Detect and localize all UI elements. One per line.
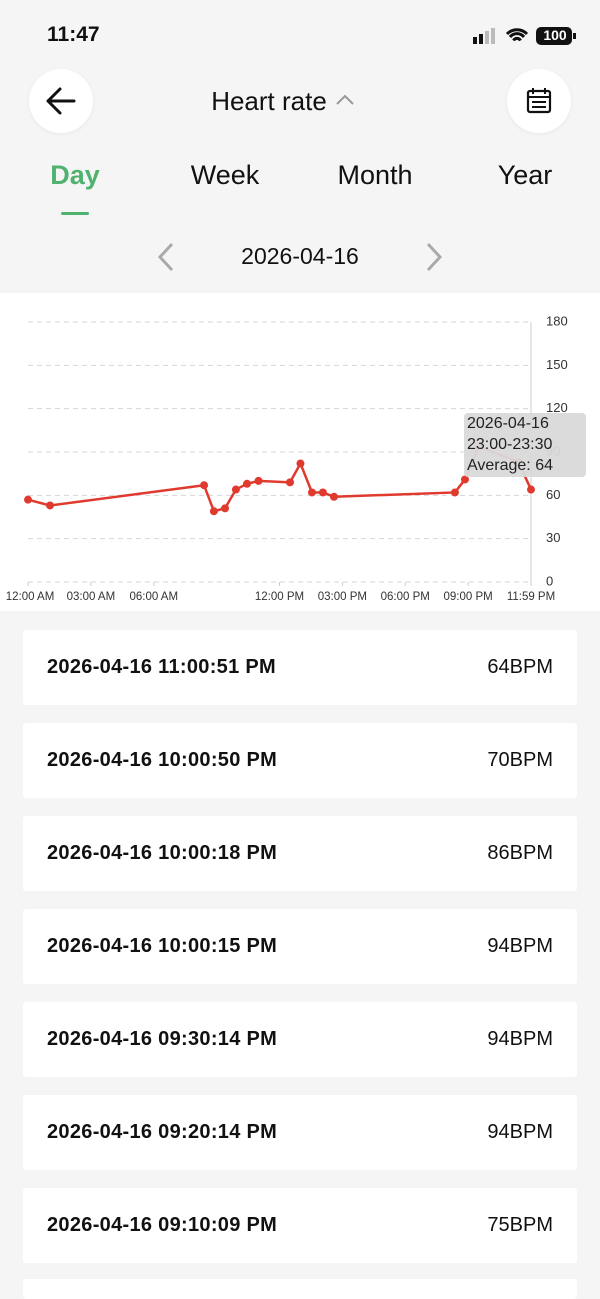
record-bpm: 94BPM (487, 935, 553, 957)
point (231, 485, 240, 494)
point (200, 481, 209, 490)
record-time: 2026-04-16 10:00:18 PM (47, 842, 278, 864)
record-bpm: 94BPM (487, 1121, 553, 1143)
x-tick-label: 06:00 AM (129, 591, 178, 603)
x-tick-label: 06:00 PM (381, 591, 430, 603)
record-bpm: 94BPM (487, 1028, 553, 1050)
tooltip-line: 2026-04-16 (467, 415, 549, 432)
x-tick-label: 03:00 PM (318, 591, 367, 603)
x-tick-label: 09:00 PM (444, 591, 493, 603)
tooltip (464, 413, 586, 477)
y-tick-label: 180 (546, 313, 568, 328)
point (285, 478, 294, 487)
point (254, 476, 263, 485)
record-card[interactable]: 2026-04-16 09:30:14 PM 94BPM (23, 1002, 577, 1077)
y-tick-label: 60 (546, 487, 560, 502)
point (46, 501, 55, 510)
record-time: 2026-04-16 09:10:09 PM (47, 1214, 278, 1236)
record-time: 2026-04-16 10:00:50 PM (47, 749, 278, 771)
header-title[interactable]: Heart rate (0, 86, 570, 117)
next-date[interactable] (420, 240, 450, 274)
calendar-icon (526, 88, 552, 114)
tab-indicator (61, 212, 89, 215)
title-text: Heart rate (211, 86, 327, 116)
point (307, 488, 316, 497)
prev-date[interactable] (152, 240, 182, 274)
x-tick-label: 03:00 AM (67, 591, 116, 603)
record-time: 2026-04-16 09:20:14 PM (47, 1121, 278, 1143)
point (450, 488, 459, 497)
status-icons (473, 27, 576, 45)
record-bpm: 70BPM (487, 749, 553, 771)
calendar-button[interactable] (507, 69, 571, 133)
point (329, 492, 338, 501)
record-card[interactable]: 2026-04-16 10:00:15 PM 94BPM (23, 909, 577, 984)
point (318, 488, 327, 497)
point (296, 459, 305, 468)
record-bpm: 75BPM (487, 1214, 553, 1236)
y-tick-label: 0 (546, 573, 553, 588)
point (209, 507, 218, 516)
record-bpm: 86BPM (487, 842, 553, 864)
line (27, 444, 533, 513)
tab[interactable]: Month (337, 160, 413, 190)
record-card[interactable]: 2026-04-16 10:00:18 PM 86BPM (23, 816, 577, 891)
point (24, 495, 32, 504)
battery-level: 100 (543, 27, 567, 43)
x-tick-label: 12:00 PM (255, 591, 304, 603)
point (460, 475, 469, 484)
record-time: 2026-04-16 10:00:15 PM (47, 935, 278, 957)
record-time: 2026-04-16 09:30:14 PM (47, 1028, 278, 1050)
y-tick-label: 120 (546, 400, 568, 415)
chevron-up (336, 94, 354, 105)
record-bpm: 64BPM (487, 656, 553, 678)
back-button[interactable] (29, 69, 93, 133)
record-card[interactable]: 2026-04-16 09:20:14 PM 94BPM (23, 1095, 577, 1170)
tooltip-line: Average: 64 (467, 457, 553, 474)
y-tick-label: 150 (546, 357, 568, 372)
current-date: 2026-04-16 (241, 243, 359, 269)
tooltip-line: 23:00-23:30 (467, 436, 553, 453)
tab[interactable]: Day (50, 160, 100, 190)
tab[interactable]: Year (497, 160, 553, 190)
back-icon (46, 87, 76, 115)
point (527, 485, 535, 494)
x-tick-label: 11:59 PM (507, 591, 555, 603)
record-card[interactable]: 2026-04-16 09:10:09 PM 75BPM (23, 1188, 577, 1263)
tab[interactable]: Week (190, 160, 260, 190)
record-time: 2026-04-16 11:00:51 PM (47, 656, 276, 678)
record-card[interactable]: 2026-04-16 11:00:51 PM 64BPM (23, 630, 577, 705)
status-time: 11:47 (47, 23, 100, 46)
record-card[interactable]: 2026-04-16 10:00:50 PM 70BPM (23, 723, 577, 798)
point (243, 479, 252, 488)
y-tick-label: 30 (546, 530, 560, 545)
point (221, 504, 230, 513)
x-tick-label: 12:00 AM (6, 591, 55, 603)
record-card-partial (23, 1279, 577, 1299)
